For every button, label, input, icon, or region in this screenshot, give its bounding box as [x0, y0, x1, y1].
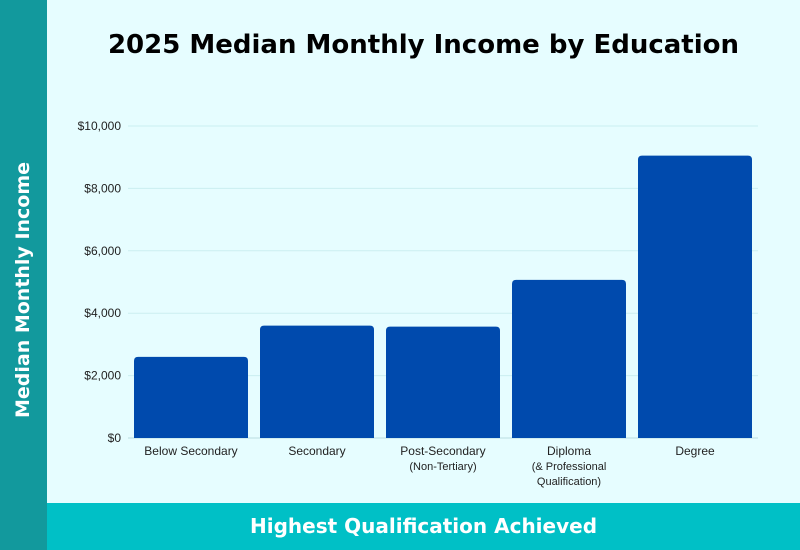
x-tick-label: (Non-Tertiary) — [409, 461, 476, 473]
y-tick-label: $2,000 — [84, 369, 121, 383]
ylabel-band — [0, 0, 47, 550]
x-tick-label: Degree — [675, 444, 715, 458]
y-tick-label: $0 — [108, 431, 122, 445]
y-tick-label: $4,000 — [84, 306, 121, 320]
bar — [134, 356, 248, 438]
xlabel-band — [47, 503, 800, 550]
x-tick-label: Secondary — [288, 444, 345, 458]
x-tick-label: Diploma — [547, 444, 591, 458]
bar-chart: $0 $2,000 $4,000 $6,000 $8,000 $10,000 Below … — [78, 119, 758, 488]
y-tick-label: $8,000 — [84, 181, 121, 195]
bar — [638, 155, 752, 438]
x-tick-label: Qualification) — [537, 476, 601, 488]
x-axis-label: Highest Qualification Achieved — [249, 514, 598, 538]
bar — [260, 325, 374, 438]
x-tick-label: (& Professional — [532, 461, 607, 473]
x-tick-label: Below Secondary — [144, 444, 237, 458]
chart-title: 2025 Median Monthly Income by Education — [107, 30, 740, 60]
bar — [386, 326, 500, 438]
y-tick-label: $10,000 — [78, 119, 122, 133]
y-tick-label: $6,000 — [84, 244, 121, 258]
x-tick-label: Post-Secondary — [400, 444, 485, 458]
bar — [512, 279, 626, 438]
